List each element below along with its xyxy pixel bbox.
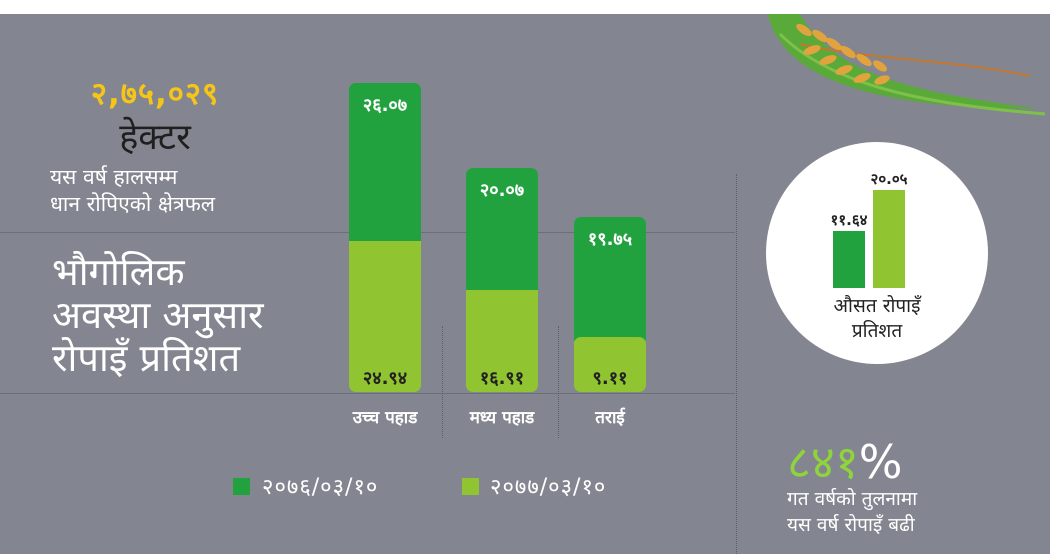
average-caption-line-2: प्रतिशत (851, 320, 903, 342)
increase-caption: गत वर्षको तुलनामा यस वर्ष रोपाइँ बढी (787, 486, 1037, 538)
divider-lower (0, 393, 735, 394)
divider-cat-1 (442, 326, 443, 438)
increase-caption-line-1: गत वर्षको तुलनामा (787, 488, 918, 510)
category-label-1: उच्च पहाड (352, 408, 418, 428)
average-circle: ११.६४ २०.०५ औसत रोपाइँ प्रतिशत (766, 142, 988, 364)
geo-title-line-2: अवस्था अनुसार (52, 293, 264, 337)
percent-sign: % (858, 435, 903, 489)
value-label-2077-1: २६.०७ (362, 95, 408, 117)
average-caption-line-1: औसत रोपाइँ (833, 295, 921, 317)
total-area-value: २,७५,०२९ (90, 76, 220, 112)
total-area-unit: हेक्टर (119, 117, 191, 158)
infographic-panel: २,७५,०२९ हेक्टर यस वर्ष हालसम्म धान रोपि… (0, 14, 1050, 554)
geo-title: भौगोलिक अवस्था अनुसार रोपाइँ प्रतिशत (52, 251, 352, 380)
total-area-caption: यस वर्ष हालसम्म धान रोपिएको क्षेत्रफल (50, 164, 320, 218)
value-label-2076-2: १६.९१ (479, 368, 525, 389)
increase-caption-line-2: यस वर्ष रोपाइँ बढी (787, 514, 915, 536)
value-label-2076-1: २४.९४ (362, 368, 408, 389)
bar-2077-3 (574, 217, 646, 345)
bar-2077-2 (466, 168, 538, 298)
bar-2077-1 (349, 83, 421, 250)
increase-number: ८४१ (787, 435, 859, 489)
geo-title-line-3: रोपाइँ प्रतिशत (52, 336, 241, 380)
legend-label-2: २०७७/०३/१० (490, 475, 607, 500)
value-label-2076-3: ९.११ (592, 368, 628, 389)
category-label-3: तराई (595, 408, 625, 428)
average-caption: औसत रोपाइँ प्रतिशत (766, 294, 988, 344)
average-label-2: २०.०५ (870, 169, 908, 188)
legend-swatch-2 (462, 478, 479, 495)
category-label-2: मध्य पहाड (469, 408, 535, 428)
bar-2076-2 (466, 289, 538, 392)
bar-2076-1 (349, 241, 421, 392)
caption-line-1: यस वर्ष हालसम्म (50, 165, 178, 189)
value-label-2077-2: २०.०७ (479, 180, 525, 202)
legend-swatch-1 (233, 478, 250, 495)
average-label-1: ११.६४ (830, 210, 868, 229)
divider-right (736, 174, 737, 554)
caption-line-2: धान रोपिएको क्षेत्रफल (50, 192, 216, 216)
legend-label-1: २०७६/०३/१० (262, 475, 379, 500)
average-bar-2 (873, 189, 905, 288)
increase-percent: ८४१% (787, 430, 902, 492)
value-label-2077-3: १९.७५ (587, 229, 633, 251)
rice-plant-icon (768, 14, 1046, 116)
bar-2076-3 (574, 336, 646, 392)
divider-cat-2 (558, 326, 559, 438)
geo-title-line-1: भौगोलिक (52, 250, 185, 294)
average-bar-1 (833, 230, 865, 288)
